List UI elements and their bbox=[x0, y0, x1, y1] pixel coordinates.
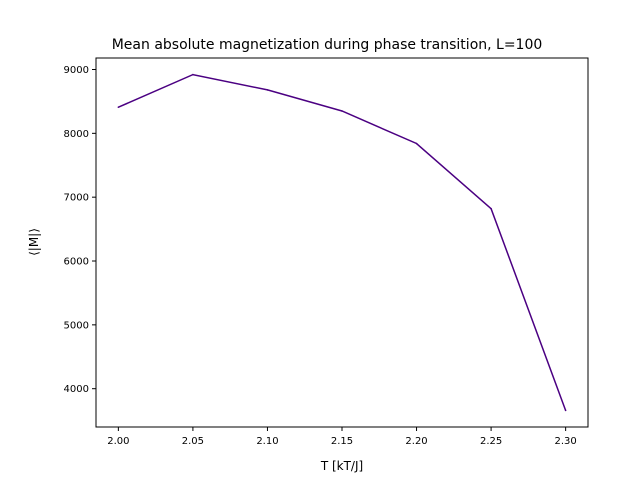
y-tick-label: 8000 bbox=[64, 129, 89, 140]
x-axis-ticks: 2.00 2.05 2.10 2.15 2.20 2.25 2.30 bbox=[107, 427, 577, 447]
y-axis-ticks: 4000 5000 6000 7000 8000 9000 bbox=[64, 65, 96, 395]
series-data-point bbox=[266, 89, 269, 91]
y-axis-title: ⟨|M|⟩ bbox=[27, 228, 41, 256]
series-data-point bbox=[490, 207, 492, 210]
series-data-point bbox=[117, 106, 120, 108]
x-tick-label: 2.00 bbox=[107, 436, 129, 447]
magnetization-series-points bbox=[117, 73, 567, 412]
x-axis-title: T [kT/J] bbox=[320, 459, 363, 473]
y-tick-label: 9000 bbox=[64, 65, 89, 76]
chart-title: Mean absolute magnetization during phase… bbox=[112, 37, 543, 53]
series-data-point bbox=[564, 409, 567, 412]
y-tick-label: 7000 bbox=[64, 193, 89, 204]
magnetization-series-line bbox=[118, 73, 567, 411]
x-tick-label: 2.10 bbox=[256, 436, 278, 447]
series-data-point bbox=[415, 142, 418, 145]
plot-area-frame bbox=[95, 57, 589, 428]
y-tick-label: 6000 bbox=[64, 257, 89, 268]
y-tick-label: 4000 bbox=[64, 384, 89, 395]
y-tick-label: 5000 bbox=[64, 320, 89, 331]
x-tick-label: 2.30 bbox=[555, 436, 577, 447]
x-tick-label: 2.15 bbox=[331, 436, 353, 447]
series-data-point bbox=[341, 110, 343, 112]
x-tick-label: 2.20 bbox=[405, 436, 427, 447]
x-tick-label: 2.25 bbox=[480, 436, 502, 447]
series-data-point bbox=[192, 73, 194, 76]
x-tick-label: 2.05 bbox=[182, 436, 204, 447]
